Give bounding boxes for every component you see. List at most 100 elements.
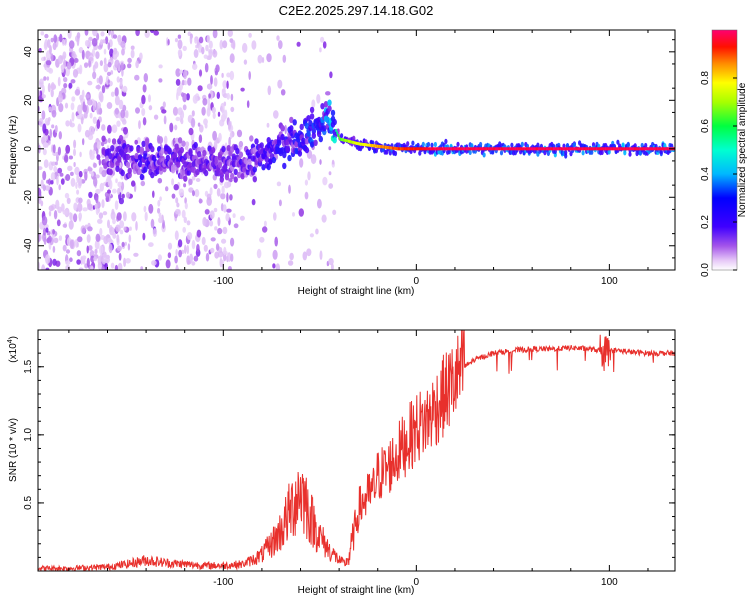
spectrogram-noise-cell [165,259,171,269]
spectrogram-noise-cell [127,57,132,64]
spectrogram-noise-cell [213,183,218,190]
spectrogram-noise-cell [115,178,118,184]
spectrogram-ridge-core [440,147,443,151]
spectrogram-noise-cell [212,112,216,119]
spectrogram-ridge-core [397,147,400,151]
spectrogram-ridge-core [387,146,389,150]
spectrogram-noise-cell [158,217,163,224]
snr-ytick-label: 1.5 [23,359,34,373]
spectrogram-noise-cell [76,114,82,120]
spectrogram-noise-cell [273,110,279,119]
spectrogram-ridge-cell [233,168,238,176]
spectrogram-noise-cell [275,263,280,270]
spectrogram-ridge-cell [296,136,301,143]
spectrogram-noise-cell [77,123,82,133]
spectrogram-noise-cell [158,78,163,83]
spectrogram-noise-cell [220,102,225,113]
spectrogram-ridge-core [399,147,401,151]
spectrogram-noise-cell [43,56,46,61]
spectrogram-ridge-core [447,147,450,151]
spectrogram-noise-cell [135,221,138,231]
spectrogram-noise-cell [50,180,54,185]
spectrogram-noise-cell [107,237,113,243]
spectrogram-noise-cell [243,59,248,65]
spectrogram-ridge-core [383,145,386,149]
spectrogram-noise-cell [198,198,203,204]
spectrogram-ridge-cell [125,153,131,161]
spectrogram-noise-cell [263,220,267,227]
spectrogram-ridge-core [535,147,538,151]
spectrogram-noise-cell [68,82,73,89]
figure-title: C2E2.2025.297.14.18.G02 [279,3,434,18]
spectrogram-noise-cell [115,224,121,232]
spectrogram-noise-cell [228,120,231,130]
spectrogram-noise-cell [272,249,278,260]
spectrogram-noise-cell [62,210,68,215]
spectrogram-noise-cell [90,255,95,263]
spectrogram-ridge-cell [110,161,115,168]
spectrogram-ridge-core [515,147,518,151]
spectrogram-noise-cell [117,262,123,270]
spectrogram-noise-cell [142,232,146,241]
spectrogram-ridge-core [549,147,552,151]
spectrogram-noise-cell [53,34,57,43]
spectrogram-noise-cell [101,85,106,94]
spectrogram-ridge-core [390,146,393,150]
spectrogram-ridge-core [400,147,402,151]
spectrogram-ridge-cell [607,149,611,155]
spectrogram-ridge-core [602,147,605,151]
spectrogram-ridge-cell [536,142,540,148]
spectrogram-ridge-cell [292,119,297,126]
spectrogram-ridge-core [639,147,642,151]
snr-panel: -100 0 100 0.5 1.0 1.5 Height of straight lin… [7,329,676,596]
spectrogram-ridge-cell [280,125,285,132]
spectrogram-noise-cell [175,208,181,215]
spectrogram-noise-cell [91,37,98,47]
spectrogram-ridge-cell [193,141,198,149]
spectrogram-ridge-core [445,147,447,151]
spectrogram-noise-cell [292,212,295,217]
colorbar-frame [711,29,738,271]
spectrogram-noise-cell [41,94,46,99]
spectrogram-noise-cell [97,101,101,109]
spectrogram-ridge-core [337,134,340,138]
spectrogram-ridge-cell [309,113,315,120]
spectrogram-noise-cell [227,30,233,37]
spectrogram-ridge-core [659,147,662,151]
spectrogram-ridge-cell [406,141,410,147]
spectrogram-noise-cell [178,188,185,197]
spectrogram-ridge-core [396,147,399,151]
spectrogram-noise-cell [306,248,312,257]
spectrogram-ridge-core [629,147,631,151]
spectrogram-ridge-core [503,147,505,151]
spectrogram-ridge-core [345,139,348,143]
spectrogram-noise-cell [69,122,75,128]
spectrogram-noise-cell [251,198,256,206]
spectrogram-noise-cell [219,39,224,50]
spectrogram-noise-cell [123,211,127,222]
spectrogram-ridge-core [512,147,515,151]
spectrogram-ridge-core [349,140,351,144]
spectrogram-ridge-cell [418,150,422,156]
spectrogram-ridge-core [402,147,404,151]
spectrogram-noise-cell [185,141,190,148]
spectrogram-noise-cell [56,175,59,186]
spectrogram-noise-cell [201,106,206,116]
spectrogram-noise-cell [322,176,328,186]
spectrogram-ridge-cell [311,128,316,135]
spectrogram-ridge-core [663,147,665,151]
spectrogram-ridge-core [414,147,416,151]
spectrogram-noise-cell [92,116,97,125]
spectrogram-noise-cell [188,127,194,136]
spectrogram-noise-cell [173,184,179,191]
spectrogram-noise-cell [184,80,187,86]
spectrogram-noise-cell [55,199,60,210]
spectrogram-noise-cell [194,37,198,44]
spectrogram-noise-cell [125,110,129,119]
spectrogram-noise-cell [95,174,100,179]
spectrogram-ridge-core [649,147,651,151]
spectrogram-ridge-core [527,147,530,151]
spectrogram-ridge-core [665,147,667,151]
spectrogram-noise-cell [103,63,109,73]
spectrogram-ridge-core [580,147,583,151]
